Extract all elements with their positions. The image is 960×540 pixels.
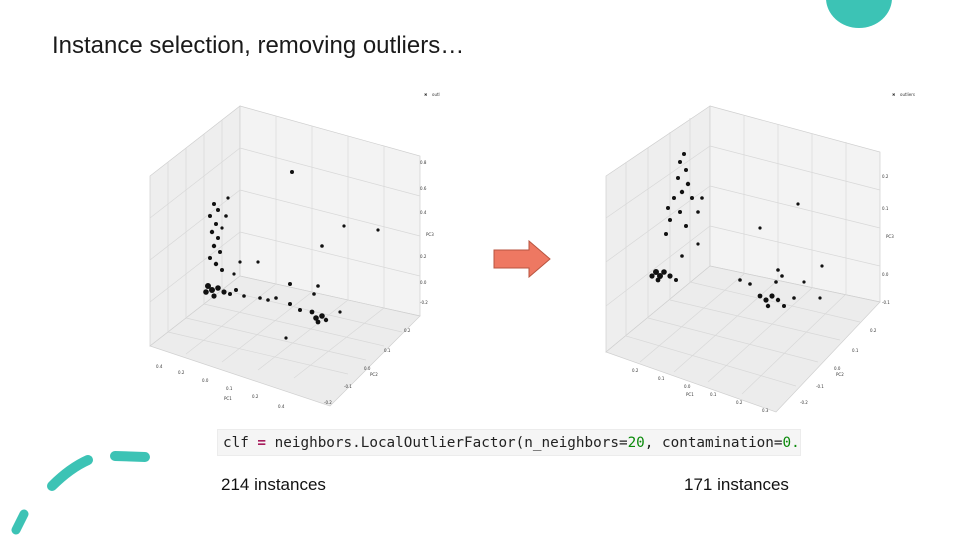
instance-count-before: 214 instances <box>221 475 326 494</box>
gridlines <box>149 116 421 379</box>
code-mid: , contamination= <box>644 435 783 451</box>
z-tick: -0.2 <box>420 300 428 305</box>
x-tick: 0.1 <box>658 376 665 381</box>
z-tick: -0.1 <box>882 300 890 305</box>
x-axis-ticks: 0.2 0.1 0.0 0.1 0.2 0.3 PC1 <box>632 368 769 413</box>
scatter-plot-after: ✖ outliers 0.2 0.1 0.0 -0.1 PC3 0.2 0.1 … <box>605 92 915 413</box>
code-operator: = <box>248 435 275 451</box>
legend-marker: ✖ <box>892 92 896 97</box>
code-contamination: 0.2 <box>782 435 800 451</box>
y-tick: 0.1 <box>852 348 859 353</box>
y-tick: 0.2 <box>404 328 411 333</box>
y-tick: 0.2 <box>870 328 877 333</box>
y-tick: -0.2 <box>324 400 332 405</box>
z-tick: 0.2 <box>882 174 889 179</box>
decorative-circle <box>826 0 892 28</box>
z-tick: 0.8 <box>420 160 427 165</box>
decorative-dashes <box>11 451 150 535</box>
data-points <box>203 170 380 340</box>
x-tick: 0.2 <box>252 394 259 399</box>
x-axis-ticks: 0.4 0.2 0.0 0.1 0.2 0.4 PC1 <box>156 364 285 409</box>
x-tick: 0.4 <box>156 364 163 369</box>
y-axis-label: PC2 <box>836 372 844 377</box>
z-tick: 0.0 <box>420 280 427 285</box>
plot-box <box>149 105 421 407</box>
decorative-dash-tail <box>11 509 29 535</box>
legend-marker: ✖ <box>424 92 428 97</box>
x-tick: 0.1 <box>710 392 717 397</box>
x-tick: 0.4 <box>278 404 285 409</box>
decorative-dash-curve <box>47 455 93 491</box>
x-tick: 0.2 <box>632 368 639 373</box>
x-tick: 0.1 <box>226 386 233 391</box>
code-variable: clf <box>223 435 249 451</box>
x-axis-label: PC1 <box>224 396 232 401</box>
x-tick: 0.0 <box>202 378 209 383</box>
y-tick: -0.2 <box>800 400 808 405</box>
z-tick: 0.4 <box>420 210 427 215</box>
right-arrow-icon <box>493 240 551 278</box>
x-tick: 0.2 <box>178 370 185 375</box>
y-tick: -0.1 <box>816 384 824 389</box>
x-axis-label: PC1 <box>686 392 694 397</box>
code-snippet: clf = neighbors.LocalOutlierFactor(n_nei… <box>217 429 801 456</box>
x-tick: 0.3 <box>762 408 769 413</box>
y-axis-ticks: 0.2 0.1 0.0 -0.1 -0.2 PC2 <box>800 328 877 405</box>
y-tick: 0.0 <box>834 366 841 371</box>
decorative-dash-long <box>110 451 150 462</box>
x-tick: 0.2 <box>736 400 743 405</box>
z-axis-ticks: 0.8 0.6 0.4 0.2 0.0 -0.2 PC3 <box>420 160 434 305</box>
legend-label: outliers <box>900 92 915 97</box>
z-axis-label: PC3 <box>886 234 894 239</box>
z-tick: 0.1 <box>882 206 889 211</box>
legend: ✖ outliers <box>892 92 915 97</box>
y-tick: 0.1 <box>384 348 391 353</box>
code-call: neighbors.LocalOutlierFactor(n_neighbors… <box>274 435 628 451</box>
y-axis-ticks: 0.2 0.1 0.0 -0.1 -0.2 PC2 <box>324 328 411 405</box>
slide-title: Instance selection, removing outliers… <box>52 32 465 59</box>
z-tick: 0.6 <box>420 186 427 191</box>
z-tick: 0.2 <box>420 254 427 259</box>
code-n-neighbors: 20 <box>627 435 645 451</box>
y-tick: -0.1 <box>344 384 352 389</box>
y-axis-label: PC2 <box>370 372 378 377</box>
legend-label: outliers <box>432 92 440 97</box>
x-tick: 0.0 <box>684 384 691 389</box>
z-tick: 0.0 <box>882 272 889 277</box>
instance-count-after: 171 instances <box>684 475 789 494</box>
legend: ✖ outliers <box>424 92 440 97</box>
z-axis-label: PC3 <box>426 232 434 237</box>
scatter-plot-before: ✖ outliers 0.8 0.6 0.4 0.2 0.0 -0.2 PC3 … <box>149 92 440 409</box>
z-axis-ticks: 0.2 0.1 0.0 -0.1 PC3 <box>882 174 894 305</box>
y-tick: 0.0 <box>364 366 371 371</box>
plot-box <box>605 105 881 413</box>
data-points <box>649 152 824 309</box>
